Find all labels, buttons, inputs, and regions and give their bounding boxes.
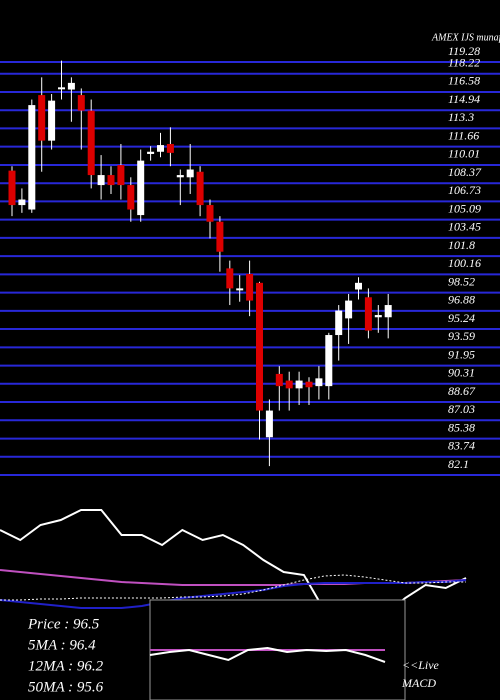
y-tick-label: 82.1 (448, 457, 469, 471)
indicator-line (149, 646, 386, 663)
y-tick-label: 119.28 (448, 44, 480, 58)
candle-body (58, 87, 65, 90)
legend-text: 5MA : 96.4 (28, 637, 96, 653)
candle-body (295, 380, 303, 389)
candle-body (305, 381, 313, 388)
candle-body (364, 297, 372, 331)
y-tick-label: 116.58 (448, 74, 480, 88)
legend-text: 12MA : 96.2 (28, 658, 104, 674)
candle-body (67, 82, 75, 90)
candle-body (38, 95, 46, 141)
y-tick-label: 83.74 (448, 439, 475, 453)
y-tick-label: 103.45 (448, 220, 481, 234)
y-tick-label: 101.8 (448, 238, 475, 252)
candle-body (355, 282, 362, 290)
candle-body (236, 288, 244, 291)
chart-title: AMEX IJS munafa.pro (431, 32, 500, 43)
legend-text: 50MA : 95.6 (28, 679, 104, 695)
candle-body (384, 305, 392, 318)
candle-body (176, 175, 184, 178)
y-tick-label: 113.3 (448, 110, 474, 124)
macd-label: <<Live (402, 658, 440, 672)
y-tick-label: 85.38 (448, 420, 475, 434)
y-tick-label: 105.09 (448, 201, 481, 215)
y-tick-label: 96.88 (448, 293, 475, 307)
candle-body (315, 378, 323, 387)
candle-body (77, 95, 85, 111)
candle-body (8, 170, 16, 206)
indicator-line (0, 579, 467, 609)
candle-body (186, 169, 194, 178)
candle-body (265, 410, 273, 438)
y-tick-label: 90.31 (448, 366, 475, 380)
candle-body (374, 315, 382, 318)
y-tick-label: 88.67 (448, 384, 476, 398)
candle-body (285, 380, 293, 389)
legend-text: Price : 96.5 (27, 616, 100, 632)
candle-body (48, 100, 56, 141)
macd-label: MACD (401, 676, 436, 690)
y-tick-label: 118.22 (448, 56, 480, 70)
candle-body (147, 151, 155, 154)
candle-body (275, 373, 283, 387)
y-tick-label: 108.37 (448, 165, 482, 179)
candle-body (216, 221, 224, 252)
candle-body (97, 175, 105, 186)
candle-body (87, 110, 95, 176)
candle-body (206, 205, 214, 222)
candle-body (137, 160, 145, 216)
candle-body (127, 185, 135, 210)
candle-body (226, 268, 234, 289)
candle-body (196, 171, 204, 206)
y-tick-label: 95.24 (448, 311, 475, 325)
y-tick-label: 87.03 (448, 402, 475, 416)
candle-body (157, 145, 164, 152)
y-tick-label: 93.59 (448, 329, 475, 343)
candle-body (166, 143, 174, 153)
candle-body (246, 273, 254, 301)
candle-body (18, 199, 26, 206)
y-tick-label: 91.95 (448, 347, 475, 361)
candle-body (28, 105, 36, 210)
y-tick-label: 106.73 (448, 183, 481, 197)
candle-body (325, 335, 333, 387)
candle-body (117, 165, 125, 186)
candle-body (107, 175, 115, 186)
y-tick-label: 114.94 (448, 92, 480, 106)
y-tick-label: 110.01 (448, 147, 480, 161)
candle-body (345, 300, 353, 319)
indicator-line (0, 574, 466, 601)
y-tick-label: 111.66 (448, 128, 479, 142)
candle-body (335, 310, 343, 336)
y-tick-label: 98.52 (448, 274, 475, 288)
y-tick-label: 100.16 (448, 256, 481, 270)
candle-body (256, 282, 263, 411)
